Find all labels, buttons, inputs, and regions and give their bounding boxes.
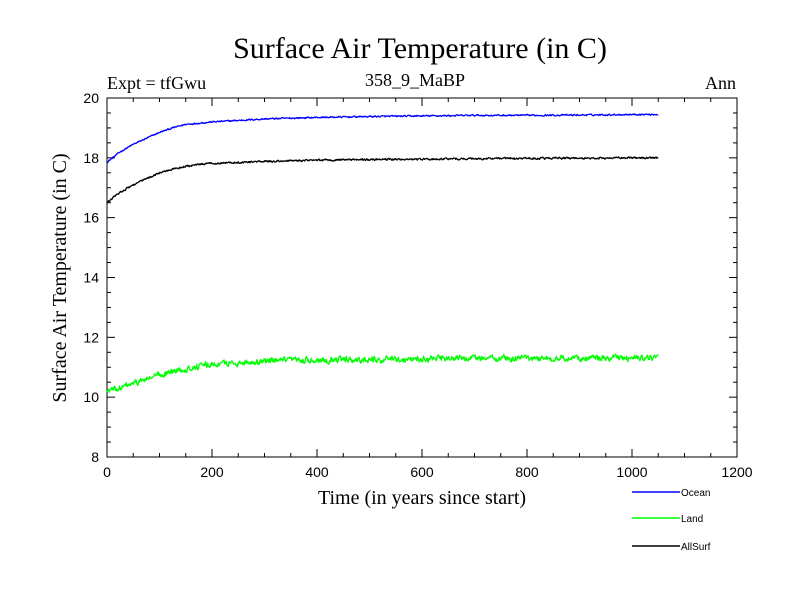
y-tick-label: 12: [83, 329, 99, 345]
y-tick-label: 16: [83, 210, 99, 226]
x-tick-label: 800: [515, 464, 539, 480]
x-tick-label: 400: [305, 464, 329, 480]
y-tick-label: 8: [91, 449, 99, 465]
chart-title: Surface Air Temperature (in C): [233, 32, 607, 65]
legend: Ocean Land AllSurf: [632, 488, 711, 553]
x-tick-label: 1200: [721, 464, 752, 480]
series-layer: [106, 113, 659, 393]
y-axis: 8 10 12 14 16 18 20: [83, 90, 737, 465]
y-tick-label: 10: [83, 389, 99, 405]
x-tick-label: 200: [200, 464, 224, 480]
series-line-land: [106, 353, 659, 393]
run-label: 358_9_MaBP: [365, 70, 465, 90]
legend-label-allsurf: AllSurf: [681, 542, 711, 553]
x-tick-label: 1000: [616, 464, 647, 480]
y-axis-label: Surface Air Temperature (in C): [49, 153, 71, 402]
experiment-label: Expt = tfGwu: [107, 73, 206, 93]
plot-frame: [106, 97, 738, 458]
x-axis-label: Time (in years since start): [318, 487, 526, 509]
season-label: Ann: [705, 73, 736, 93]
legend-label-land: Land: [681, 514, 703, 525]
series-line-allsurf: [106, 156, 659, 204]
legend-label-ocean: Ocean: [681, 488, 710, 499]
x-axis: 0 200 400 600 800 1000 1200: [103, 98, 753, 480]
series-line-ocean: [106, 113, 659, 164]
x-tick-label: 0: [103, 464, 111, 480]
y-tick-label: 14: [83, 270, 99, 286]
y-tick-label: 20: [83, 90, 99, 106]
x-tick-label: 600: [410, 464, 434, 480]
y-tick-label: 18: [83, 150, 99, 166]
